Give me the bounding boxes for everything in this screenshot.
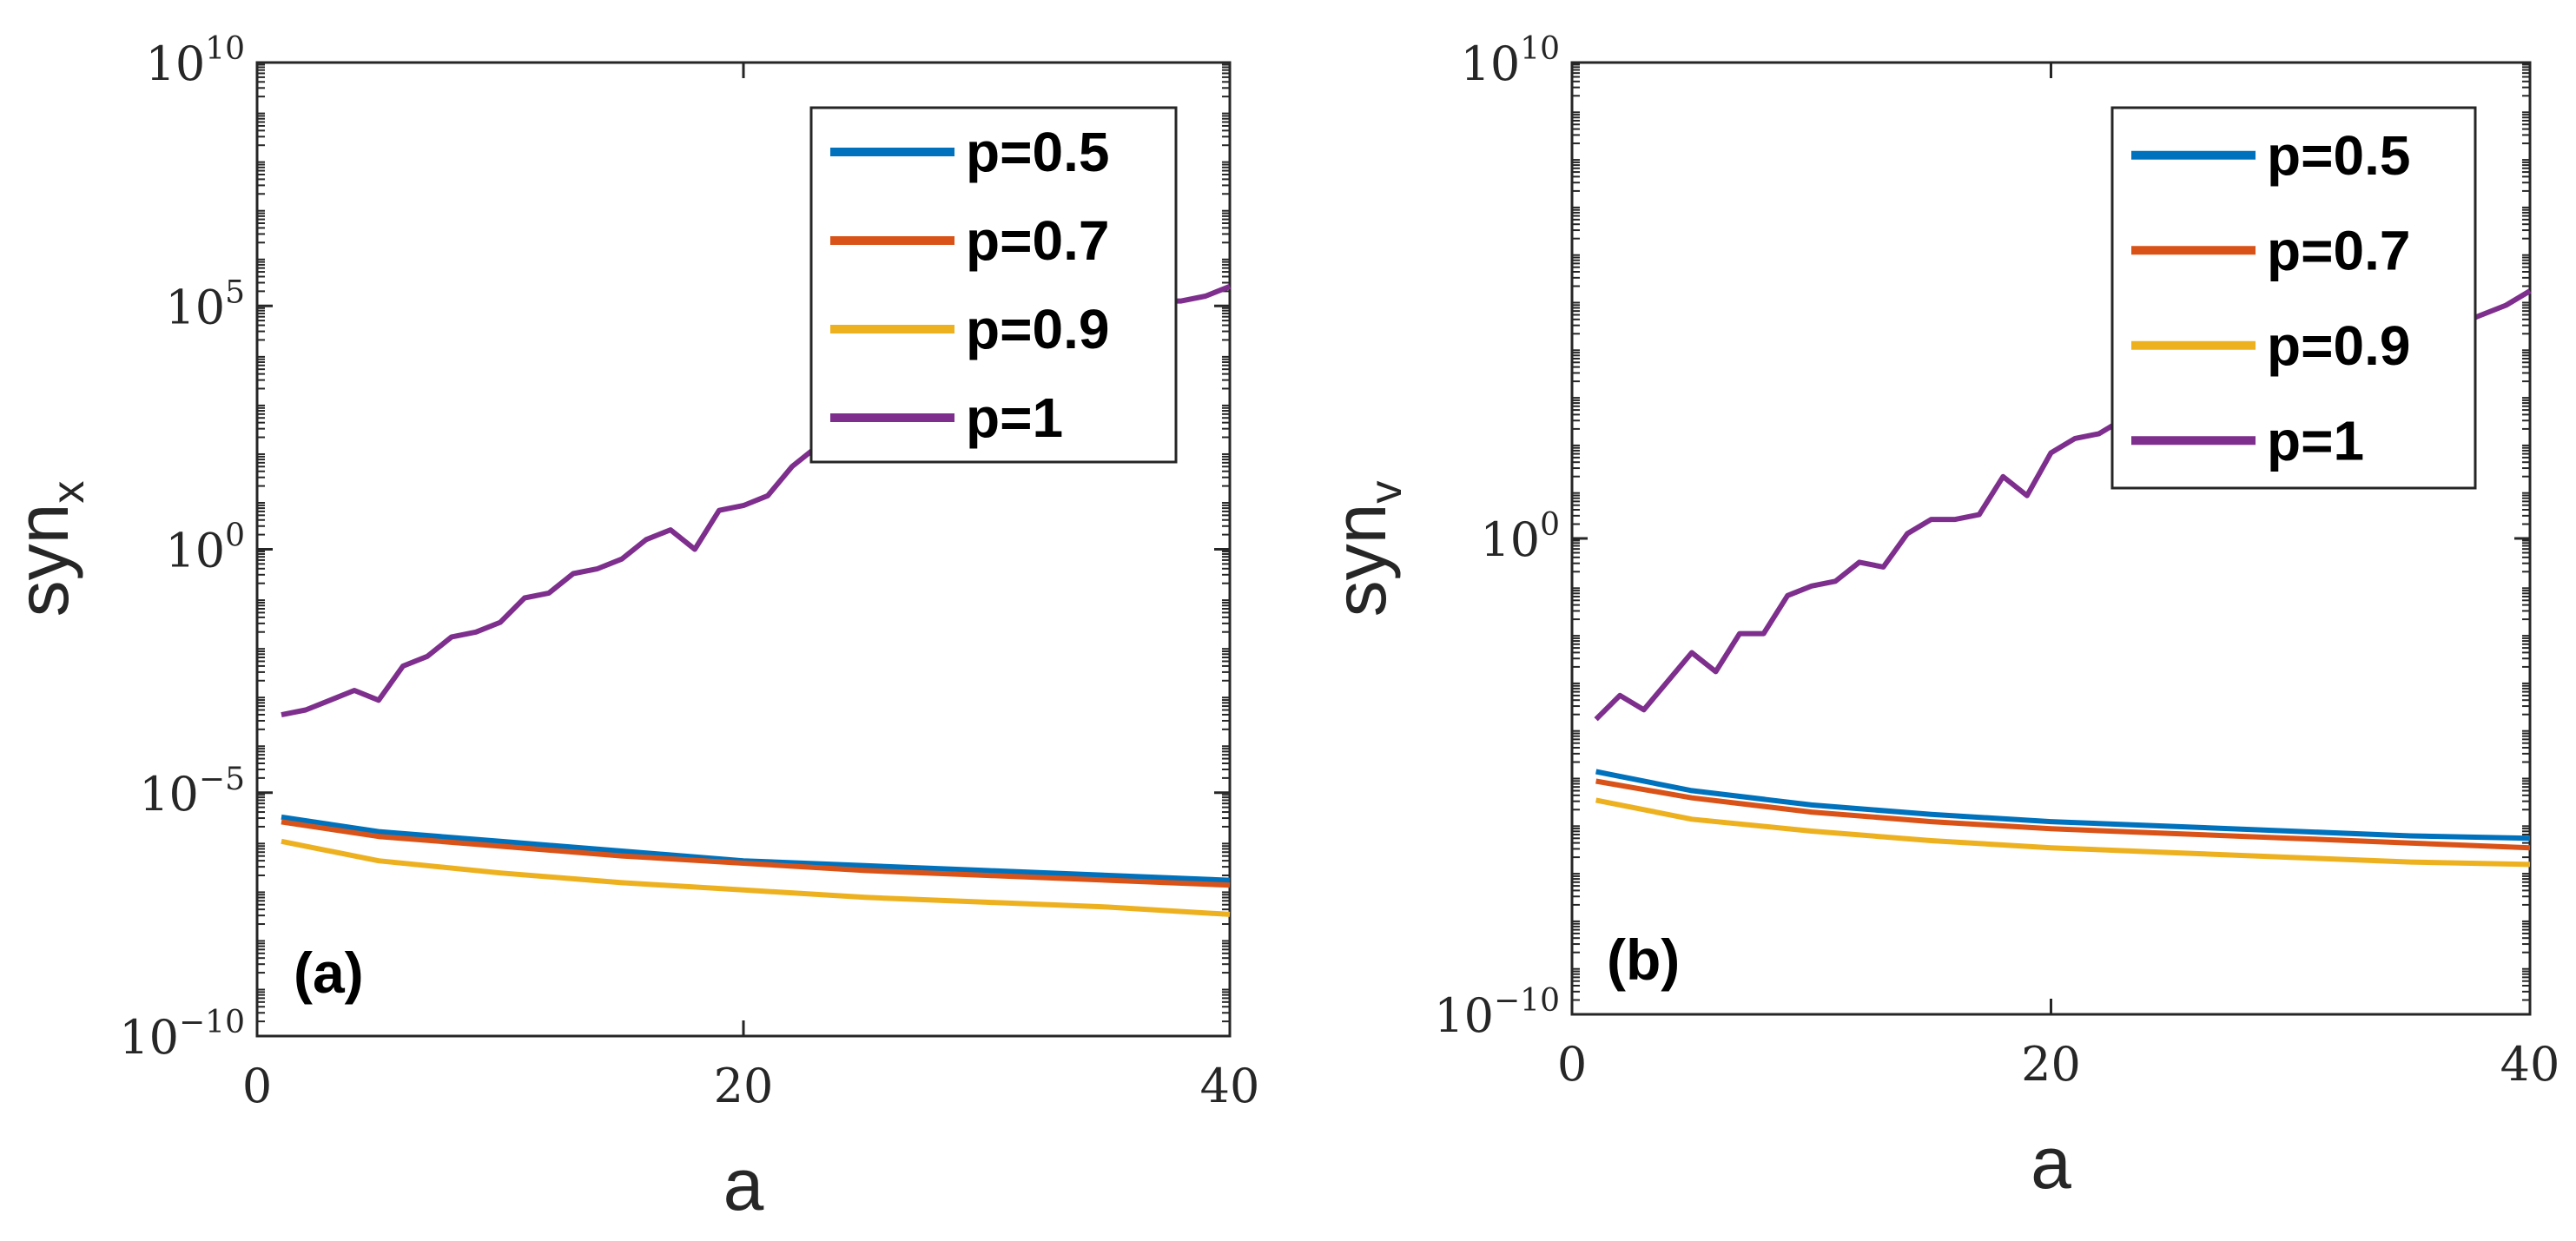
- legend-label-p-0-7: p=0.7: [966, 209, 1109, 272]
- legend-label-p-0-5: p=0.5: [2267, 124, 2410, 187]
- x-tick-label: 40: [2500, 1037, 2560, 1092]
- legend-label-p-1: p=1: [966, 386, 1063, 449]
- x-axis-label: a: [723, 1144, 764, 1225]
- chart-panel-a: 1010 105 100 10−5 10−100 20 40 a synx p=0.5 p=0.7 p…: [2, 31, 1259, 1225]
- x-tick-label: 0: [1557, 1037, 1587, 1092]
- chart-panel-b: 1010 100 10−100 20 40 a synv p=0.5 p=0.7 p=0.9 p=1…: [1319, 31, 2559, 1204]
- y-tick-label: 10−10: [119, 1005, 245, 1065]
- legend: [2110, 106, 2477, 490]
- x-tick-label: 20: [2021, 1037, 2081, 1092]
- legend-label-p-1: p=1: [2267, 409, 2364, 472]
- series-line-p-0-7: [1595, 778, 2531, 851]
- x-tick-label: 40: [1200, 1059, 1260, 1113]
- y-tick-label: 100: [165, 518, 245, 578]
- x-tick-label: 20: [714, 1059, 774, 1113]
- y-tick-label: 1010: [145, 31, 245, 91]
- legend-label-p-0-9: p=0.9: [2267, 314, 2410, 377]
- series-line-p-0-9: [281, 838, 1231, 917]
- panel-label: (a): [294, 941, 364, 1005]
- legend-label-p-0-5: p=0.5: [966, 121, 1109, 183]
- y-axis-label: synx: [2, 481, 94, 617]
- x-tick-label: 0: [242, 1059, 272, 1113]
- x-axis-label: a: [2031, 1122, 2071, 1204]
- y-tick-label: 10−5: [139, 762, 245, 822]
- y-tick-label: 1010: [1460, 31, 1560, 91]
- panel-label: (b): [1607, 927, 1680, 992]
- legend: [809, 106, 1178, 464]
- series-line-p-0-5: [1595, 769, 2531, 842]
- y-tick-label: 100: [1480, 507, 1560, 567]
- legend-label-p-0-7: p=0.7: [2267, 219, 2410, 281]
- y-axis-label: synv: [1319, 481, 1411, 617]
- y-tick-label: 10−10: [1434, 983, 1560, 1043]
- series-line-p-0-7: [281, 819, 1231, 888]
- legend-label-p-0-9: p=0.9: [966, 298, 1109, 360]
- y-tick-label: 105: [165, 274, 245, 334]
- series-line-p-0-9: [1595, 797, 2531, 868]
